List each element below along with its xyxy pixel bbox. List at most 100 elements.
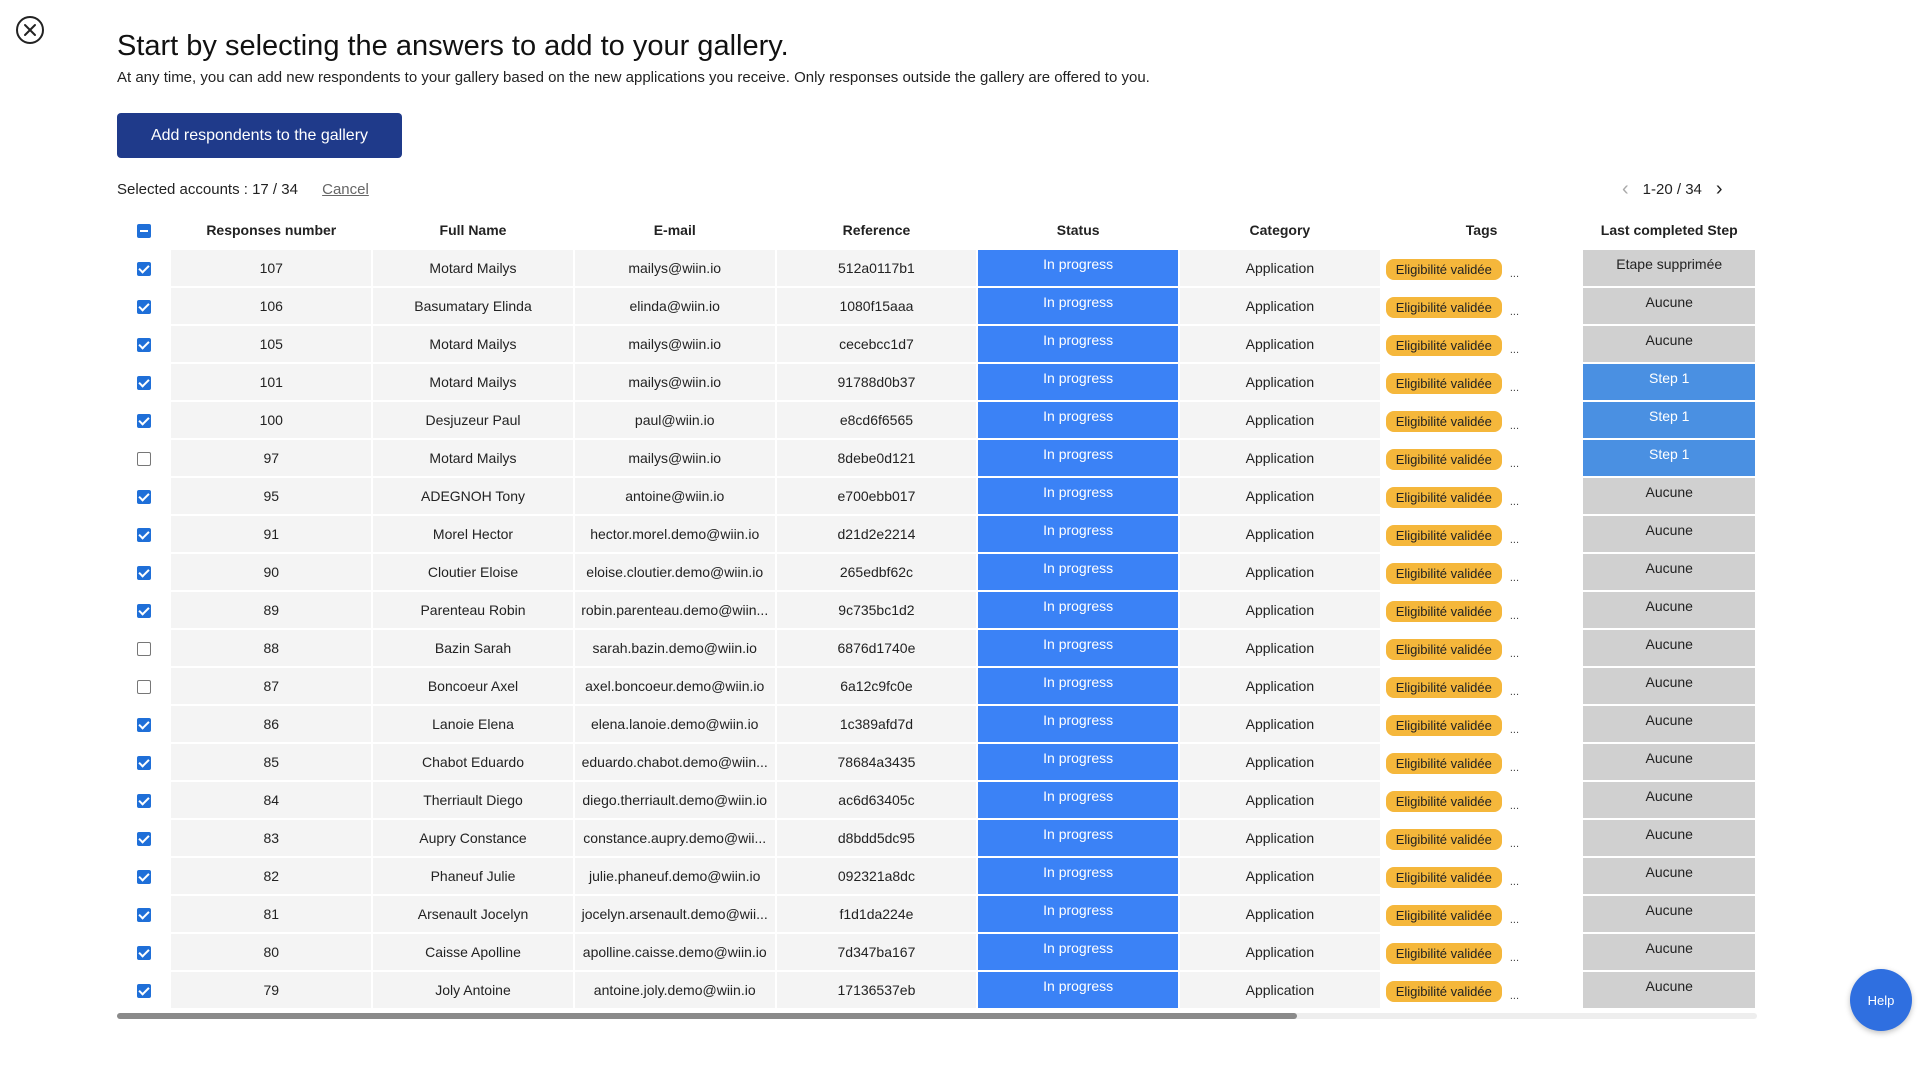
full-name-cell: Therriault Diego [373,782,573,818]
table-row[interactable]: 90 Cloutier Eloise eloise.cloutier.demo@wi… [119,554,1755,590]
row-checkbox[interactable] [137,300,152,315]
table-row[interactable]: 89 Parenteau Robin robin.parenteau.demo@wi… [119,592,1755,628]
row-checkbox[interactable] [137,566,152,581]
table-row[interactable]: 100 Desjuzeur Paul paul@wiin.io e8cd6f6565 I… [119,402,1755,438]
more-tags-icon[interactable]: ... [1509,533,1520,546]
table-row[interactable]: 88 Bazin Sarah sarah.bazin.demo@wiin.io 687… [119,630,1755,666]
more-tags-icon[interactable]: ... [1509,723,1520,736]
row-checkbox[interactable] [137,262,152,277]
column-header[interactable]: Last completed Step [1583,212,1755,248]
full-name-cell: Desjuzeur Paul [373,402,573,438]
row-checkbox[interactable] [137,870,152,885]
email-cell: mailys@wiin.io [574,326,775,362]
more-tags-icon[interactable]: ... [1509,419,1520,432]
close-button[interactable] [16,16,44,44]
more-tags-icon[interactable]: ... [1509,495,1520,508]
table-row[interactable]: 95 ADEGNOH Tony antoine@wiin.io e700ebb017 I… [119,478,1755,514]
table-row[interactable]: 97 Motard Mailys mailys@wiin.io 8debe0d121 I… [119,440,1755,476]
row-checkbox[interactable] [137,604,152,619]
table-row[interactable]: 84 Therriault Diego diego.therriault.demo@… [119,782,1755,818]
row-checkbox[interactable] [137,756,152,771]
more-tags-icon[interactable]: ... [1509,457,1520,470]
add-respondents-button[interactable]: Add respondents to the gallery [117,113,402,158]
more-tags-icon[interactable]: ... [1509,799,1520,812]
more-tags-icon[interactable]: ... [1509,571,1520,584]
column-header[interactable]: Full Name [373,212,573,248]
status-cell: In progress [978,668,1179,704]
more-tags-icon[interactable]: ... [1509,305,1520,318]
more-tags-icon[interactable]: ... [1509,761,1520,774]
row-select-cell [119,250,170,286]
more-tags-icon[interactable]: ... [1509,989,1520,1002]
row-checkbox[interactable] [137,376,152,391]
column-header[interactable]: Reference [776,212,977,248]
row-checkbox[interactable] [137,794,152,809]
reference-cell: 17136537eb [776,972,977,1008]
category-cell: Application [1180,782,1380,818]
table-row[interactable]: 82 Phaneuf Julie julie.phaneuf.demo@wiin.i… [119,858,1755,894]
row-checkbox[interactable] [137,338,152,353]
table-row[interactable]: 105 Motard Mailys mailys@wiin.io cecebcc1d7… [119,326,1755,362]
next-page-icon[interactable]: › [1715,178,1723,200]
more-tags-icon[interactable]: ... [1509,267,1520,280]
category-cell: Application [1180,896,1380,932]
row-select-cell [119,364,170,400]
column-header[interactable]: E-mail [574,212,775,248]
column-header[interactable]: Status [978,212,1179,248]
table-row[interactable]: 91 Morel Hector hector.morel.demo@wiin.io d… [119,516,1755,552]
more-tags-icon[interactable]: ... [1509,913,1520,926]
more-tags-icon[interactable]: ... [1509,875,1520,888]
prev-page-icon[interactable]: ‹ [1622,178,1629,200]
table-row[interactable]: 83 Aupry Constance constance.aupry.demo@wi… [119,820,1755,856]
row-checkbox[interactable] [137,452,152,467]
more-tags-icon[interactable]: ... [1509,343,1520,356]
row-select-cell [119,972,170,1008]
column-header[interactable]: Category [1180,212,1380,248]
horizontal-scrollbar[interactable] [117,1013,1757,1019]
more-tags-icon[interactable]: ... [1509,647,1520,660]
table-row[interactable]: 86 Lanoie Elena elena.lanoie.demo@wiin.io 1… [119,706,1755,742]
column-header[interactable]: Tags [1381,212,1582,248]
more-tags-icon[interactable]: ... [1509,837,1520,850]
table-row[interactable]: 80 Caisse Apolline apolline.caisse.demo@wi… [119,934,1755,970]
email-cell: sarah.bazin.demo@wiin.io [574,630,775,666]
more-tags-icon[interactable]: ... [1509,951,1520,964]
scrollbar-thumb[interactable] [117,1013,1297,1019]
full-name-cell: Lanoie Elena [373,706,573,742]
more-tags-icon[interactable]: ... [1509,685,1520,698]
tag-badge: Eligibilité validée [1385,904,1502,926]
select-all-checkbox[interactable] [137,224,152,239]
row-checkbox[interactable] [137,984,152,999]
row-checkbox[interactable] [137,490,152,505]
table-row[interactable]: 79 Joly Antoine antoine.joly.demo@wiin.io 1… [119,972,1755,1008]
table-row[interactable]: 81 Arsenault Jocelyn jocelyn.arsenault.dem… [119,896,1755,932]
cancel-selection-link[interactable]: Cancel [322,181,369,198]
row-checkbox[interactable] [137,680,152,695]
last-step-cell: Aucune [1583,516,1755,552]
more-tags-icon[interactable]: ... [1509,609,1520,622]
table-row[interactable]: 87 Boncoeur Axel axel.boncoeur.demo@wiin.i… [119,668,1755,704]
table-row[interactable]: 85 Chabot Eduardo eduardo.chabot.demo@wiin… [119,744,1755,780]
row-checkbox[interactable] [137,832,152,847]
more-tags-icon[interactable]: ... [1509,381,1520,394]
reference-cell: 7d347ba167 [776,934,977,970]
table-row[interactable]: 101 Motard Mailys mailys@wiin.io 91788d0b37… [119,364,1755,400]
status-cell: In progress [978,934,1179,970]
row-checkbox[interactable] [137,946,152,961]
column-header[interactable]: Responses number [171,212,372,248]
reference-cell: 1080f15aaa [776,288,977,324]
category-cell: Application [1180,440,1380,476]
full-name-cell: Motard Mailys [373,364,573,400]
help-button[interactable]: Help [1850,969,1912,1031]
row-checkbox[interactable] [137,528,152,543]
row-checkbox[interactable] [137,908,152,923]
row-checkbox[interactable] [137,718,152,733]
table-row[interactable]: 107 Motard Mailys mailys@wiin.io 512a0117b1… [119,250,1755,286]
table-row[interactable]: 106 Basumatary Elinda elinda@wiin.io 1080f1… [119,288,1755,324]
row-checkbox[interactable] [137,414,152,429]
email-cell: antoine.joly.demo@wiin.io [574,972,775,1008]
response-number-cell: 81 [171,896,372,932]
row-checkbox[interactable] [137,642,152,657]
last-step-cell: Aucune [1583,630,1755,666]
last-step-cell: Aucune [1583,782,1755,818]
